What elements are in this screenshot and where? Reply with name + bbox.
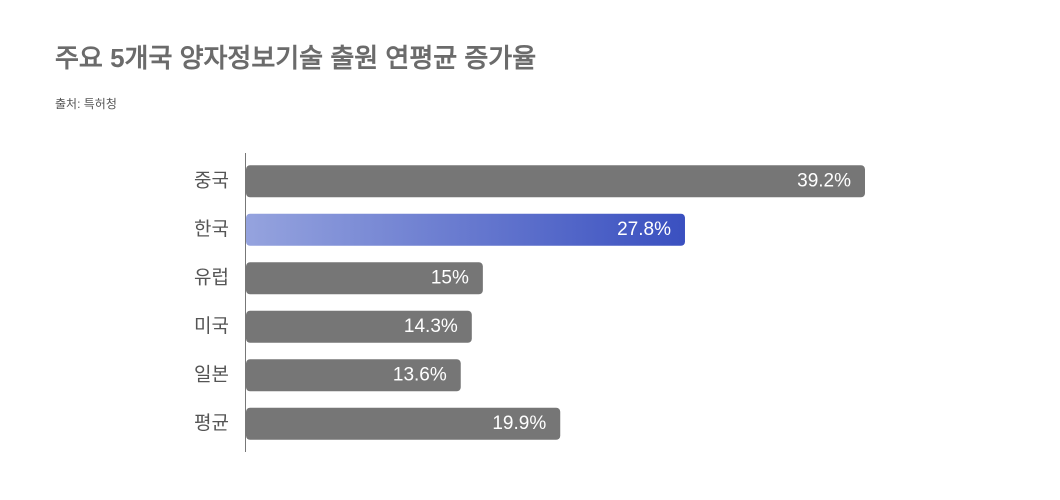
value-label: 14.3% xyxy=(404,316,458,337)
value-label: 39.2% xyxy=(797,170,851,191)
bar xyxy=(246,213,685,246)
y-tick-label: 평균 xyxy=(194,412,229,434)
chart-subtitle: 출처: 특허청 xyxy=(55,97,117,111)
bar xyxy=(246,359,461,392)
y-tick-label: 한국 xyxy=(194,218,229,240)
bar xyxy=(246,262,483,295)
value-label: 19.9% xyxy=(492,413,546,434)
bar xyxy=(246,165,865,198)
y-tick-label: 미국 xyxy=(194,315,229,337)
value-label: 15% xyxy=(431,267,469,288)
y-tick-label: 유럽 xyxy=(194,266,229,288)
bar xyxy=(246,310,472,343)
value-label: 13.6% xyxy=(393,364,447,385)
chart-title: 주요 5개국 양자정보기술 출원 연평균 증가율 xyxy=(55,43,536,73)
y-tick-label: 중국 xyxy=(194,170,229,191)
value-label: 27.8% xyxy=(617,219,671,240)
y-tick-label: 일본 xyxy=(194,363,229,385)
bar xyxy=(246,407,561,440)
